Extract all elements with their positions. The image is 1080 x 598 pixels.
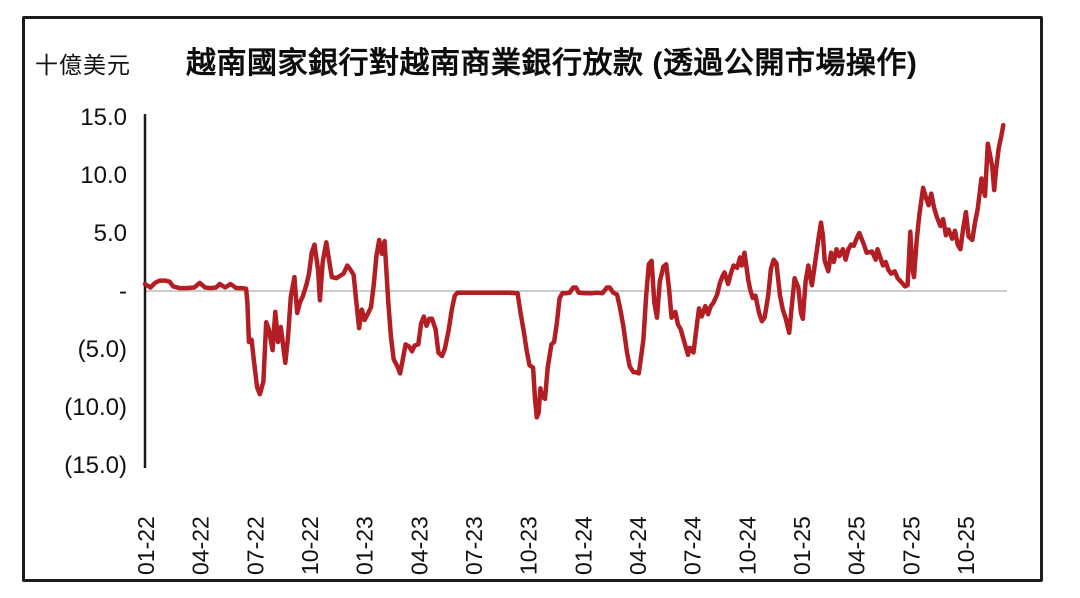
x-tick-label: 01-22 bbox=[133, 516, 159, 575]
y-tick-label: (10.0) bbox=[64, 394, 127, 421]
data-line bbox=[142, 122, 1006, 420]
x-tick-label: 10-24 bbox=[734, 516, 760, 575]
y-tick-label: (15.0) bbox=[64, 452, 127, 479]
x-tick-label: 01-23 bbox=[352, 516, 378, 575]
chart-title: 越南國家銀行對越南商業銀行放款 (透過公開市場操作) bbox=[186, 47, 918, 80]
x-tick-label: 04-22 bbox=[188, 516, 214, 575]
x-tick-label: 10-25 bbox=[953, 516, 979, 575]
x-tick-label: 01-24 bbox=[570, 516, 596, 575]
y-tick-label: 5.0 bbox=[94, 220, 127, 247]
x-tick-label: 04-23 bbox=[406, 516, 432, 575]
y-tick-label: 15.0 bbox=[80, 104, 127, 131]
chart-frame bbox=[22, 16, 1043, 582]
x-tick-label: 07-25 bbox=[898, 516, 924, 575]
x-tick-label: 10-22 bbox=[297, 516, 323, 575]
x-tick-label: 10-23 bbox=[516, 516, 542, 575]
x-tick-label: 07-24 bbox=[680, 516, 706, 575]
x-tick-label: 07-23 bbox=[461, 516, 487, 575]
y-axis-unit-label: 十億美元 bbox=[35, 52, 131, 78]
x-tick-label: 04-24 bbox=[625, 516, 651, 575]
y-tick-label: - bbox=[119, 278, 127, 305]
x-tick-label: 04-25 bbox=[844, 516, 870, 575]
x-tick-label: 01-25 bbox=[789, 516, 815, 575]
y-tick-label: 10.0 bbox=[80, 162, 127, 189]
y-tick-label: (5.0) bbox=[78, 336, 127, 363]
x-tick-label: 07-22 bbox=[242, 516, 268, 575]
